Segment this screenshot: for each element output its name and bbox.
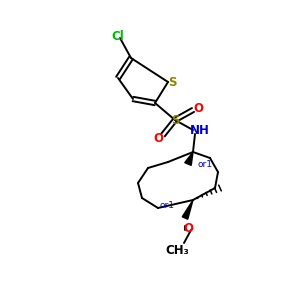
Text: Cl: Cl <box>112 29 124 43</box>
Text: O: O <box>193 101 203 115</box>
Text: CH₃: CH₃ <box>165 244 189 257</box>
Text: or1: or1 <box>160 200 175 209</box>
Text: O: O <box>153 131 163 145</box>
Text: S: S <box>171 115 179 128</box>
Text: S: S <box>168 76 176 88</box>
Polygon shape <box>182 200 193 219</box>
Polygon shape <box>185 152 193 165</box>
Text: O: O <box>183 221 193 235</box>
Text: or1: or1 <box>198 160 213 169</box>
Text: NH: NH <box>190 124 210 136</box>
